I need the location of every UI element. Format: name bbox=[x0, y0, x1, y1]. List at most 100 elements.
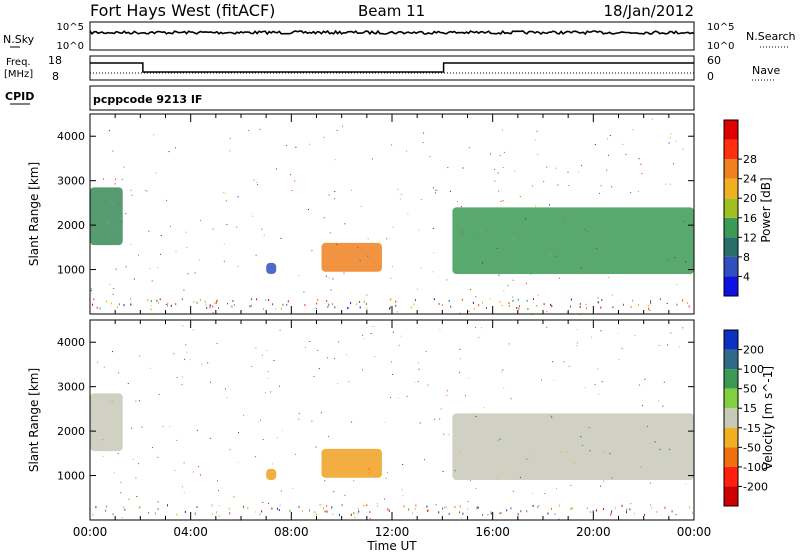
time-tick-label: 04:00 bbox=[173, 525, 208, 539]
power-speckle bbox=[133, 278, 135, 280]
velocity-ground-speckle bbox=[319, 504, 321, 507]
velocity-speckle bbox=[508, 343, 510, 345]
power-ylabel: Slant Range [km] bbox=[27, 162, 41, 266]
power-ground-speckle bbox=[156, 299, 158, 302]
power-ground-speckle bbox=[249, 305, 251, 308]
freq-panel: Freq. [MHz] 18 8 60 0 Nave bbox=[4, 54, 780, 83]
power-speckle bbox=[311, 250, 313, 252]
power-speckle bbox=[263, 308, 264, 310]
velocity-ground-speckle bbox=[626, 508, 628, 511]
velocity-speckle bbox=[229, 449, 231, 451]
power-speckle bbox=[108, 222, 109, 224]
velocity-ground-speckle bbox=[354, 512, 356, 515]
power-ground-speckle bbox=[118, 303, 120, 306]
velocity-ground-speckle bbox=[326, 505, 328, 508]
power-speckle bbox=[392, 226, 394, 228]
velocity-speckle bbox=[281, 429, 283, 431]
power-speckle bbox=[146, 190, 148, 192]
power-ground-speckle bbox=[461, 298, 463, 301]
power-speckle bbox=[546, 311, 548, 313]
velocity-speckle bbox=[417, 362, 419, 364]
power-ground-speckle bbox=[350, 302, 352, 305]
velocity-speckle bbox=[497, 439, 499, 441]
velocity-speckle bbox=[327, 357, 329, 359]
velocity-ground-speckle bbox=[95, 506, 97, 509]
velocity-speckle bbox=[368, 468, 370, 470]
velocity-speckle bbox=[271, 463, 273, 465]
noise-panel: N.Sky 10^5 10^0 10^5 10^0 N.Search bbox=[3, 21, 796, 52]
power-ground-speckle bbox=[533, 298, 534, 300]
velocity-speckle bbox=[184, 358, 186, 360]
velocity-speckle bbox=[258, 421, 260, 423]
power-speckle bbox=[432, 271, 434, 273]
power-speckle bbox=[257, 184, 259, 186]
velocity-ground-speckle bbox=[592, 510, 594, 513]
velocity-speckle bbox=[459, 372, 460, 374]
velocity-ground-speckle bbox=[167, 504, 168, 507]
velocity-speckle bbox=[652, 431, 654, 433]
velocity-ground-speckle bbox=[323, 507, 324, 510]
velocity-speckle bbox=[138, 463, 140, 465]
power-speckle bbox=[343, 272, 345, 274]
velocity-speckle bbox=[102, 455, 104, 457]
power-colorbar-cell bbox=[724, 120, 738, 140]
velocity-speckle bbox=[442, 471, 444, 472]
velocity-ground-speckle bbox=[388, 509, 390, 512]
power-speckle bbox=[194, 272, 196, 274]
velocity-colorbar-cell bbox=[724, 408, 738, 428]
power-colorbar-tick-label: 12 bbox=[743, 231, 757, 244]
velocity-ground-speckle bbox=[428, 509, 429, 512]
power-speckle bbox=[600, 185, 602, 187]
power-ground-speckle bbox=[543, 303, 545, 306]
velocity-speckle bbox=[276, 437, 278, 439]
power-speckle bbox=[597, 297, 599, 299]
velocity-speckle bbox=[294, 453, 296, 455]
velocity-ground-speckle bbox=[476, 506, 478, 509]
velocity-speckle bbox=[148, 512, 150, 514]
velocity-speckle bbox=[262, 439, 264, 440]
velocity-speckle bbox=[554, 513, 556, 515]
velocity-speckle bbox=[650, 442, 652, 444]
velocity-speckle bbox=[470, 480, 471, 482]
power-ground-speckle bbox=[612, 306, 614, 309]
power-speckle bbox=[108, 130, 110, 132]
power-ground-speckle bbox=[355, 303, 357, 306]
power-speckle bbox=[447, 167, 449, 169]
power-speckle bbox=[226, 224, 228, 226]
velocity-ground-speckle bbox=[279, 504, 281, 507]
velocity-speckle bbox=[464, 395, 466, 397]
power-speckle bbox=[608, 276, 610, 278]
power-ground-speckle bbox=[448, 299, 450, 302]
power-ground-speckle bbox=[365, 303, 367, 305]
velocity-ground-speckle bbox=[412, 512, 413, 514]
velocity-speckle bbox=[439, 418, 441, 420]
velocity-speckle bbox=[580, 436, 582, 438]
velocity-speckle bbox=[544, 493, 546, 495]
velocity-speckle bbox=[320, 412, 322, 414]
velocity-speckle bbox=[102, 439, 104, 441]
power-ground-speckle bbox=[359, 306, 361, 309]
velocity-colorbar: 200 100 50 15 -15 -50 -100 -200 Velocity [m s^-… bbox=[723, 329, 775, 507]
velocity-region-0 bbox=[90, 393, 123, 452]
power-speckle bbox=[457, 201, 458, 202]
freq-tick-high: 18 bbox=[48, 54, 62, 67]
velocity-speckle bbox=[576, 329, 578, 330]
power-speckle bbox=[407, 213, 409, 215]
power-speckle bbox=[423, 132, 425, 134]
velocity-ground-speckle bbox=[341, 504, 343, 507]
velocity-speckle bbox=[401, 489, 403, 491]
velocity-speckle bbox=[553, 380, 555, 381]
power-region-0 bbox=[90, 187, 123, 246]
time-tick-label: 16:00 bbox=[475, 525, 510, 539]
velocity-speckle bbox=[337, 382, 339, 384]
power-speckle bbox=[323, 217, 325, 219]
power-ground-speckle bbox=[527, 308, 529, 310]
velocity-ground-speckle bbox=[664, 506, 666, 509]
velocity-panel: 1000 2000 3000 4000 Slant Range [km] bbox=[27, 319, 695, 521]
velocity-speckle bbox=[174, 470, 176, 472]
velocity-speckle bbox=[225, 388, 226, 390]
velocity-speckle bbox=[530, 455, 532, 457]
velocity-speckle bbox=[588, 427, 590, 429]
velocity-ground-speckle bbox=[426, 509, 428, 512]
velocity-ground-speckle bbox=[448, 513, 450, 516]
